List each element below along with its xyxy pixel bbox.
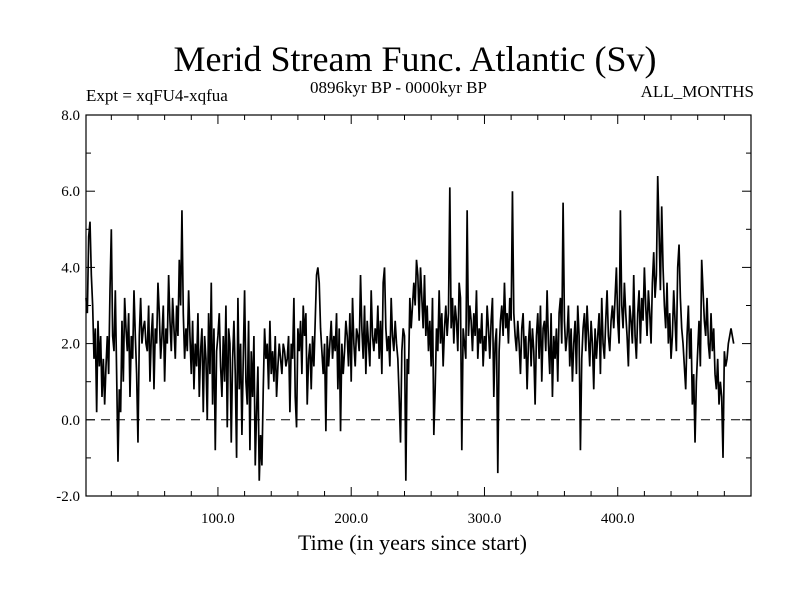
x-tick-label: 100.0 — [201, 511, 235, 527]
y-tick-label: 4.0 — [61, 260, 80, 276]
months-label: ALL_MONTHS — [640, 82, 754, 101]
experiment-label: Expt = xqFU4-xqfua — [86, 86, 228, 105]
series-line-0 — [85, 175, 735, 481]
chart-title: Merid Stream Func. Atlantic (Sv) — [173, 39, 657, 79]
y-tick-label: -2.0 — [56, 489, 80, 505]
y-tick-label: 2.0 — [61, 337, 80, 353]
x-tick-label: 200.0 — [334, 511, 368, 527]
period-label: 0896kyr BP - 0000kyr BP — [310, 78, 487, 97]
y-tick-label: 8.0 — [61, 108, 80, 124]
y-tick-label: 6.0 — [61, 184, 80, 200]
x-tick-label: 400.0 — [601, 511, 635, 527]
x-axis-label: Time (in years since start) — [298, 530, 527, 555]
x-tick-label: 300.0 — [468, 511, 502, 527]
y-tick-label: 0.0 — [61, 413, 80, 429]
